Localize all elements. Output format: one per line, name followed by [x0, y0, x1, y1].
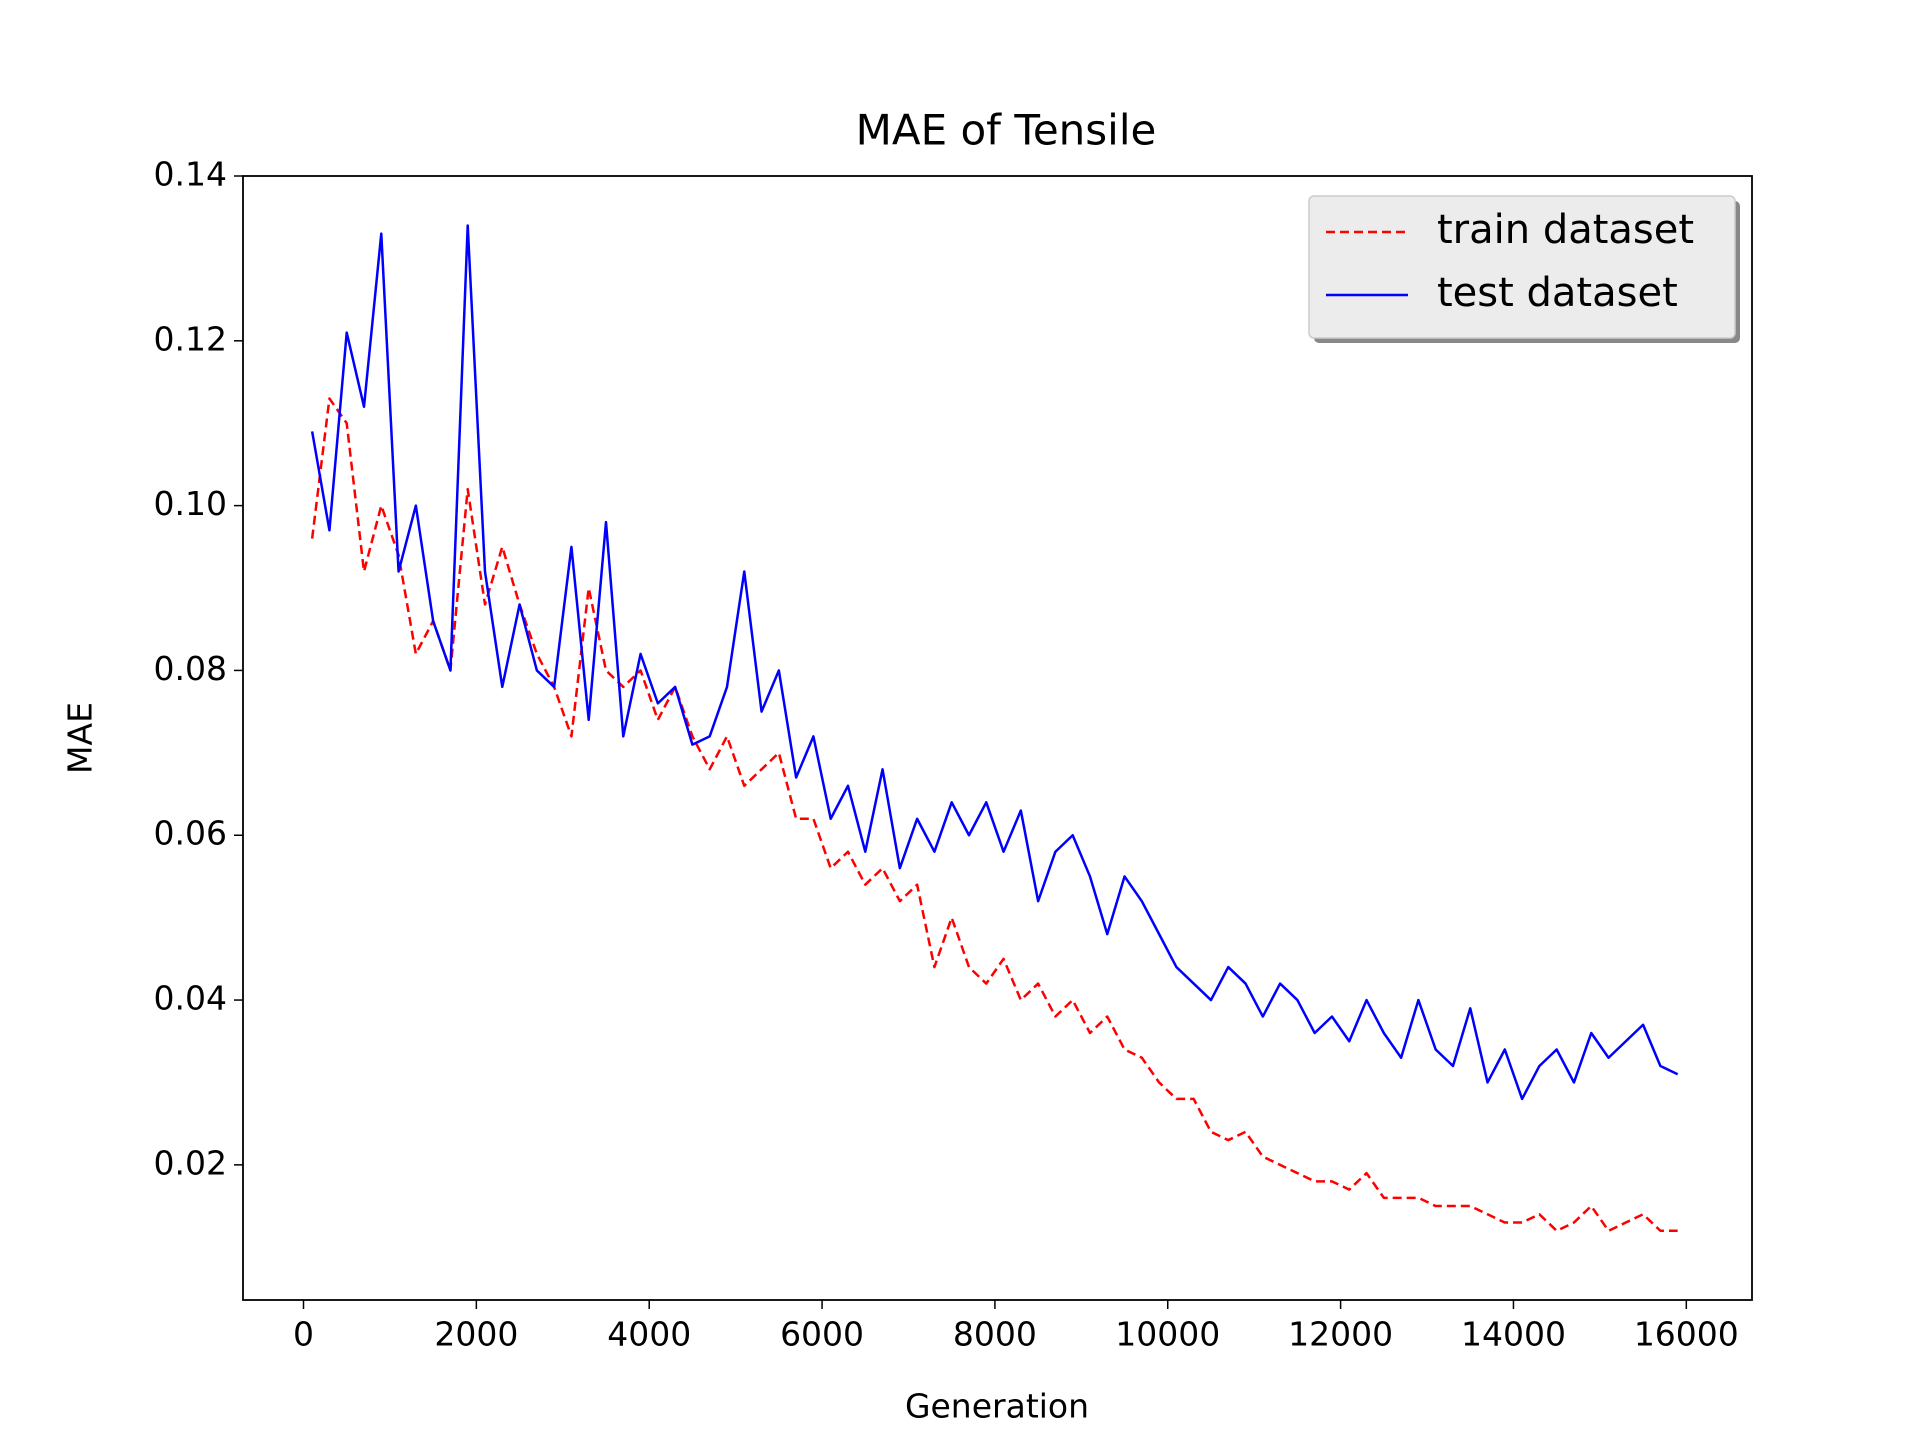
x-tick-label: 14000	[1461, 1315, 1566, 1354]
legend-label: train dataset	[1437, 207, 1694, 253]
x-tick-label: 16000	[1634, 1315, 1739, 1354]
series-line	[310, 397, 1678, 1233]
x-axis-label: Generation	[905, 1387, 1089, 1426]
legend-label: test dataset	[1437, 270, 1678, 316]
x-tick-label: 12000	[1288, 1315, 1393, 1354]
series-line	[310, 224, 1679, 1101]
y-axis-label: MAE	[61, 702, 100, 774]
legend-box	[1308, 195, 1736, 339]
x-tick-label: 8000	[953, 1315, 1037, 1354]
x-tick-label: 2000	[434, 1315, 518, 1354]
x-tick-label: 6000	[780, 1315, 864, 1354]
x-tick-label: 0	[293, 1315, 314, 1354]
y-tick-label: 0.02	[154, 1143, 227, 1182]
y-tick-label: 0.06	[154, 814, 227, 853]
y-tick-label: 0.14	[154, 155, 227, 194]
y-tick-label: 0.08	[154, 649, 227, 688]
y-tick-label: 0.12	[154, 319, 227, 358]
y-tick-label: 0.04	[154, 979, 227, 1018]
x-tick-label: 4000	[607, 1315, 691, 1354]
x-tick-label: 10000	[1115, 1315, 1220, 1354]
chart-title: MAE of Tensile	[856, 106, 1157, 155]
y-tick-label: 0.10	[154, 484, 227, 523]
axes-frame	[242, 175, 1753, 1301]
